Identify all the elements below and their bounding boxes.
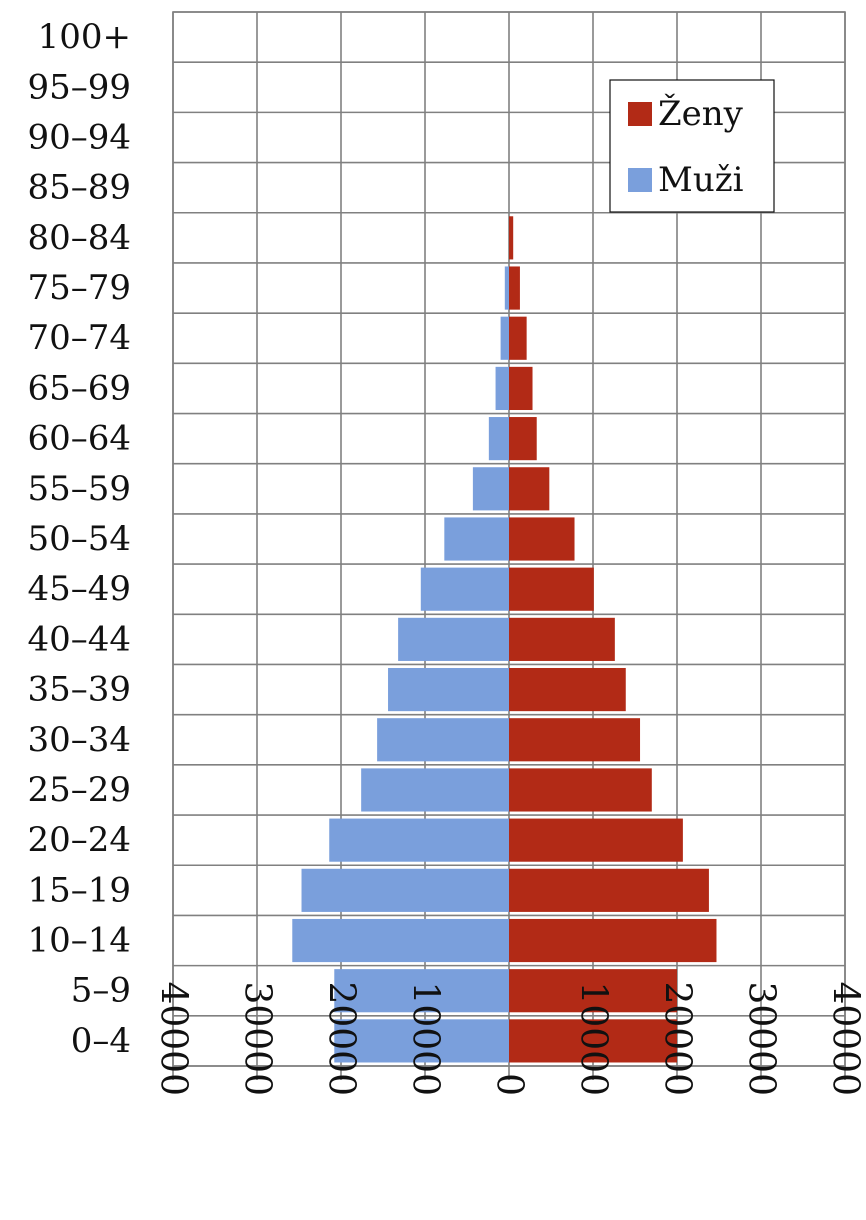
bar-zeny [509,417,537,461]
x-tick-label: 40000 [825,981,866,1096]
x-tick-label: 40000 [153,981,194,1096]
legend-label: Ženy [658,93,744,134]
bar-muzi [292,918,509,963]
category-label: 90–94 [27,117,131,157]
bar-zeny [509,517,575,561]
category-label: 85–89 [27,168,131,208]
category-label: 5–9 [71,971,131,1011]
category-label: 65–69 [27,368,131,408]
x-tick-label: 10000 [405,981,446,1096]
bar-muzi [334,1019,509,1063]
category-label: 15–19 [27,870,131,910]
bar-muzi [472,467,509,511]
bar-zeny [509,818,683,862]
legend: Ženy Muži [609,79,775,213]
category-label: 35–39 [27,670,131,710]
category-label: 55–59 [27,469,131,509]
category-label: 100+ [38,17,131,57]
x-tick-label: 20000 [321,981,362,1096]
bar-zeny [509,667,626,712]
bar-muzi [377,718,509,762]
x-axis-ticks: 40000 30000 20000 10000 0 10000 20000 30000 4000… [153,981,866,1096]
bar-zeny [509,969,677,1013]
bar-muzi [488,417,509,461]
category-label: 80–84 [27,218,131,258]
bar-muzi [504,266,509,310]
legend-swatch [628,168,652,192]
category-label: 50–54 [27,519,131,559]
bar-zeny [509,216,514,260]
y-axis-categories: 0–4 5–9 10–14 15–19 20–24 25–29 30–34 35–39 40–4… [27,17,131,1061]
bar-zeny [509,316,527,360]
x-tick-label: 0 [489,1073,530,1096]
category-label: 60–64 [27,419,131,459]
category-label: 25–29 [27,770,131,810]
x-tick-label: 30000 [237,981,278,1096]
bar-zeny [509,567,594,611]
bar-zeny [509,718,641,762]
bar-muzi [500,316,509,360]
category-label: 30–34 [27,720,131,760]
category-label: 10–14 [27,921,131,961]
category-label: 20–24 [27,820,131,860]
category-label: 70–74 [27,318,131,358]
bar-zeny [509,266,520,310]
category-label: 75–79 [27,268,131,308]
bars [292,216,717,1063]
bar-muzi [495,366,509,411]
x-tick-label: 20000 [657,981,698,1096]
bar-muzi [329,818,509,862]
bar-zeny [509,617,615,661]
bar-zeny [509,366,533,411]
category-label: 45–49 [27,569,131,609]
bar-muzi [334,969,509,1013]
bar-muzi [444,517,509,561]
bar-muzi [420,567,509,611]
bar-zeny [509,918,717,963]
bar-zeny [509,1019,677,1063]
legend-label: Muži [658,160,744,200]
bar-muzi [388,667,509,712]
x-tick-label: 10000 [573,981,614,1096]
legend-swatch [628,102,652,126]
bar-zeny [509,467,550,511]
bar-muzi [301,868,509,912]
bar-zeny [509,768,652,812]
category-label: 95–99 [27,67,131,107]
category-label: 0–4 [71,1021,131,1061]
bar-zeny [509,868,709,912]
bar-muzi [361,768,509,812]
category-label: 40–44 [27,619,131,659]
x-tick-label: 30000 [741,981,782,1096]
bar-muzi [398,617,509,661]
